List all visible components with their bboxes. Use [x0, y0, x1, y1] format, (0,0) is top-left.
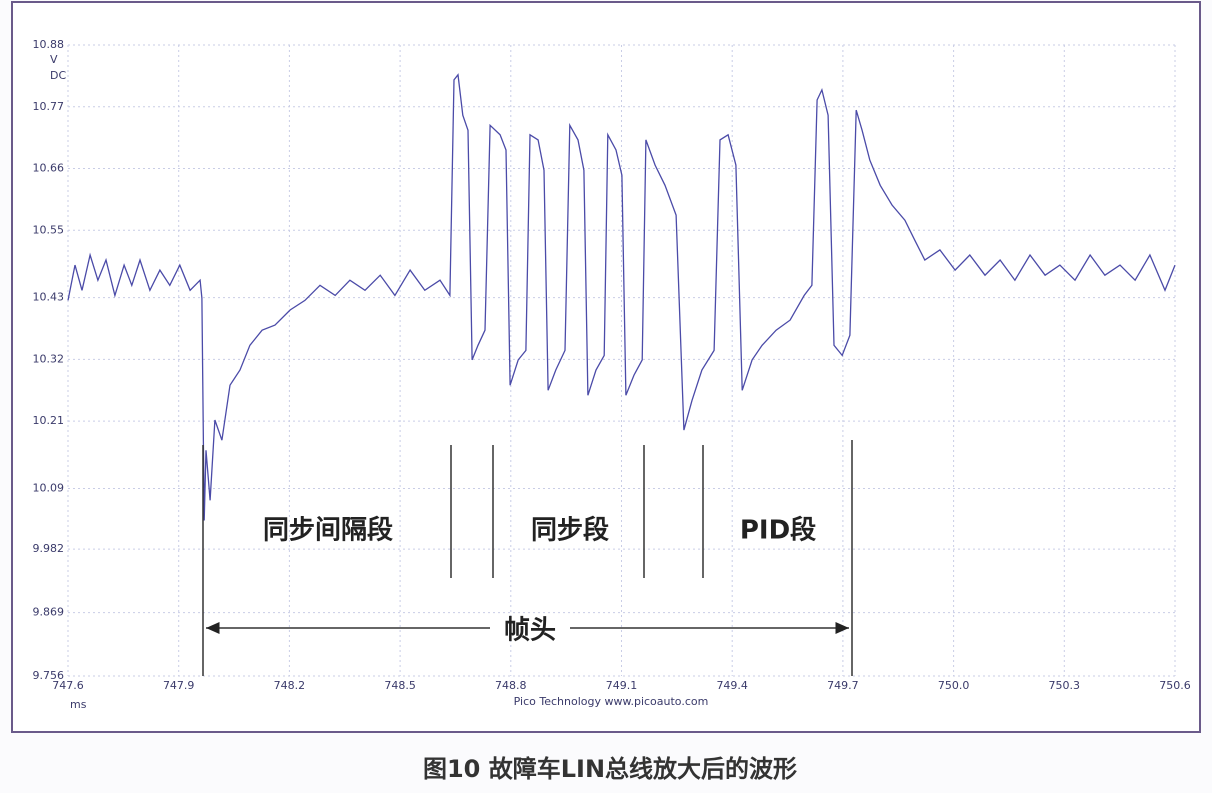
- annotation: 同步段: [531, 515, 609, 546]
- x-tick-label: 748.2: [274, 679, 306, 692]
- annotation: 同步间隔段: [263, 515, 393, 546]
- plot: [67, 73, 1176, 521]
- x-tick-label: 749.4: [716, 679, 748, 692]
- annotation: PID段: [740, 515, 816, 546]
- y-coupling: DC: [50, 69, 66, 82]
- y-tick-label: 10.43: [33, 291, 65, 304]
- y-tick-label: 10.09: [33, 481, 65, 494]
- y-tick-label: 10.32: [33, 352, 65, 365]
- x-tick-label: 748.8: [495, 679, 527, 692]
- x-tick-label: 747.6: [52, 679, 84, 692]
- y-tick-label: 10.66: [33, 162, 65, 175]
- y-tick-label: 9.756: [33, 669, 65, 682]
- y-tick-label: 9.982: [33, 542, 65, 555]
- x-tick-label: 749.7: [827, 679, 859, 692]
- y-tick-label: 10.88: [33, 38, 65, 51]
- y-tick-label: 10.77: [33, 100, 65, 113]
- x-tick-label: 748.5: [384, 679, 416, 692]
- y-tick-label: 9.869: [33, 606, 65, 619]
- y-unit: V: [50, 53, 58, 66]
- annotation: 帧头: [504, 616, 556, 646]
- frame: [11, 1, 1201, 733]
- caption: 图10 故障车LIN总线放大后的波形: [423, 755, 797, 783]
- dividers: [202, 440, 853, 676]
- y-tick-label: 10.55: [33, 223, 65, 236]
- ticks: 9.756 9.869 9.982 10.09 10.21 10.32 10.43 10.55…: [33, 38, 1191, 692]
- x-tick-label: 749.1: [606, 679, 638, 692]
- y-tick-label: 10.21: [33, 414, 65, 427]
- waveform: [67, 73, 1176, 521]
- x-tick-label: 747.9: [163, 679, 195, 692]
- footer: Pico Technology www.picoauto.com: [514, 695, 709, 708]
- x-unit: ms: [70, 698, 87, 711]
- x-tick-label: 750.3: [1049, 679, 1081, 692]
- x-tick-label: 750.6: [1159, 679, 1191, 692]
- x-tick-label: 750.0: [938, 679, 970, 692]
